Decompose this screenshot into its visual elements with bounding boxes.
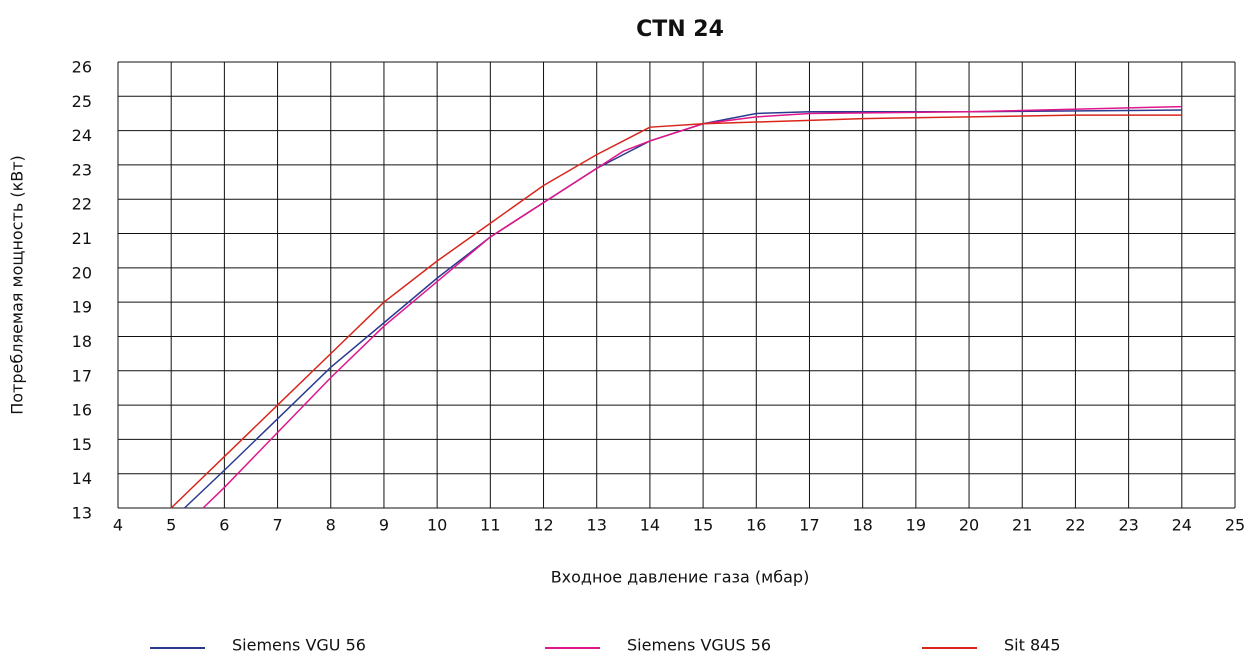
- x-tick-label: 25: [1225, 516, 1245, 535]
- y-tick-label: 26: [72, 58, 92, 77]
- x-tick-label: 12: [533, 516, 553, 535]
- y-tick-label: 15: [72, 435, 92, 454]
- y-tick-label: 24: [72, 126, 92, 145]
- y-axis-label: Потребляемая мощность (кВт): [8, 155, 27, 415]
- legend-label: Sit 845: [1004, 636, 1061, 655]
- y-tick-label: 20: [72, 263, 92, 282]
- x-tick-label: 6: [219, 516, 229, 535]
- y-tick-label: 14: [72, 469, 92, 488]
- line-series: [170, 114, 1182, 509]
- line-series: [183, 109, 1182, 509]
- y-tick-label: 16: [72, 401, 92, 420]
- x-tick-label: 9: [379, 516, 389, 535]
- x-tick-label: 20: [959, 516, 979, 535]
- x-tick-label: 17: [799, 516, 819, 535]
- y-tick-label: 21: [72, 229, 92, 248]
- y-tick-label: 18: [72, 332, 92, 351]
- y-tick-label: 13: [72, 504, 92, 523]
- y-tick-label: 23: [72, 160, 92, 179]
- x-tick-label: 19: [906, 516, 926, 535]
- chart-title: CTN 24: [636, 17, 724, 42]
- y-tick-label: 25: [72, 92, 92, 111]
- x-tick-label: 18: [852, 516, 872, 535]
- x-axis-label: Входное давление газа (мбар): [551, 568, 810, 587]
- y-tick-label: 19: [72, 298, 92, 317]
- line-series: [202, 105, 1182, 509]
- x-tick-label: 16: [746, 516, 766, 535]
- x-tick-label: 21: [1012, 516, 1032, 535]
- x-tick-label: 10: [427, 516, 447, 535]
- legend-label: Siemens VGUS 56: [627, 636, 771, 655]
- x-tick-label: 4: [113, 516, 123, 535]
- x-tick-label: 13: [587, 516, 607, 535]
- x-tick-label: 11: [480, 516, 500, 535]
- legend-label: Siemens VGU 56: [232, 636, 366, 655]
- x-tick-label: 15: [693, 516, 713, 535]
- x-tick-label: 5: [166, 516, 176, 535]
- x-tick-label: 24: [1172, 516, 1192, 535]
- y-tick-label: 22: [72, 195, 92, 214]
- x-tick-label: 8: [326, 516, 336, 535]
- x-tick-label: 14: [640, 516, 660, 535]
- y-tick-label: 17: [72, 366, 92, 385]
- x-tick-label: 7: [272, 516, 282, 535]
- x-tick-label: 22: [1065, 516, 1085, 535]
- x-tick-label: 23: [1118, 516, 1138, 535]
